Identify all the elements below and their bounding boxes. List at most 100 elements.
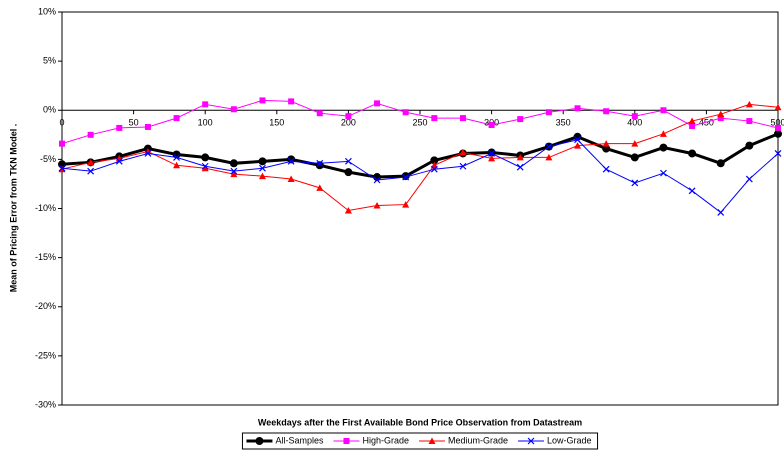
- marker: [87, 131, 94, 138]
- marker: [316, 159, 324, 167]
- marker: [201, 153, 210, 162]
- marker: [316, 110, 323, 117]
- marker: [230, 167, 238, 175]
- legend-item: Low-Grade: [518, 435, 592, 445]
- y-tick-label: -25%: [35, 350, 56, 360]
- marker: [488, 121, 495, 128]
- marker: [574, 142, 582, 149]
- y-tick-label: 10%: [38, 6, 56, 16]
- marker: [545, 153, 553, 161]
- marker: [259, 164, 266, 172]
- marker: [87, 167, 95, 175]
- series-line: [61, 99, 779, 145]
- marker: [602, 140, 610, 147]
- legend: All-Samples High-Grade Medium-Grade Low-Gra…: [241, 432, 599, 450]
- marker: [316, 184, 324, 191]
- marker: [287, 175, 295, 183]
- marker: [774, 129, 782, 138]
- marker: [230, 106, 237, 113]
- marker: [201, 164, 209, 172]
- marker: [258, 172, 266, 180]
- marker: [230, 170, 238, 178]
- x-tick-label: 400: [627, 118, 642, 128]
- marker: [144, 123, 151, 130]
- marker: [574, 105, 581, 112]
- marker: [545, 109, 552, 116]
- legend-label: All-Samples: [275, 435, 324, 445]
- marker: [716, 159, 725, 168]
- marker: [115, 157, 123, 165]
- marker: [689, 122, 696, 129]
- y-tick-label: -5%: [40, 154, 56, 164]
- marker: [173, 115, 180, 122]
- marker: [745, 175, 753, 183]
- marker: [659, 130, 667, 137]
- marker: [688, 187, 696, 195]
- y-axis-title: Mean of Pricing Error from TKN Model .: [8, 124, 18, 293]
- marker: [58, 164, 66, 172]
- marker: [717, 110, 725, 118]
- y-tick-label: -10%: [35, 203, 56, 213]
- legend-label: High-Grade: [362, 435, 409, 445]
- legend-item: Medium-Grade: [418, 435, 508, 445]
- marker: [402, 109, 409, 116]
- marker: [660, 169, 667, 177]
- marker: [201, 162, 209, 170]
- marker: [288, 98, 295, 105]
- legend-label: Medium-Grade: [448, 435, 508, 445]
- marker: [259, 97, 266, 104]
- marker: [344, 206, 352, 214]
- marker: [631, 140, 639, 147]
- marker: [173, 161, 181, 169]
- marker: [488, 150, 496, 157]
- marker: [431, 115, 438, 122]
- legend-marker: [527, 437, 535, 445]
- marker: [229, 159, 238, 168]
- legend-marker: [428, 437, 436, 444]
- y-tick-label: -30%: [35, 399, 56, 409]
- marker: [402, 173, 410, 181]
- marker: [287, 157, 295, 165]
- marker: [87, 158, 95, 166]
- series-line: [61, 103, 779, 211]
- marker: [373, 176, 381, 184]
- x-tick-label: 150: [269, 118, 284, 128]
- marker: [258, 157, 267, 166]
- legend-item: All-Samples: [246, 435, 324, 445]
- marker: [402, 201, 410, 208]
- marker: [173, 153, 180, 161]
- legend-marker: [343, 438, 350, 444]
- x-tick-label: 350: [556, 118, 571, 128]
- marker: [659, 143, 668, 152]
- marker: [517, 116, 524, 123]
- marker: [631, 113, 638, 120]
- series-line: [61, 132, 779, 179]
- legend-marker: [255, 437, 264, 445]
- marker: [459, 162, 467, 170]
- marker: [603, 108, 610, 115]
- marker: [688, 149, 697, 158]
- x-tick-label: 0: [59, 118, 64, 128]
- marker: [516, 153, 524, 161]
- marker: [459, 148, 467, 156]
- marker: [344, 157, 352, 165]
- series-line: [61, 139, 779, 214]
- marker: [459, 115, 466, 122]
- marker: [774, 150, 782, 157]
- marker: [430, 165, 438, 173]
- y-tick-label: 0%: [43, 105, 56, 115]
- x-tick-label: 100: [198, 118, 213, 128]
- marker: [631, 179, 639, 187]
- marker: [144, 148, 152, 155]
- x-tick-label: 50: [129, 118, 139, 128]
- marker: [775, 124, 781, 131]
- x-tick-label: 450: [699, 118, 714, 128]
- marker: [746, 118, 753, 125]
- y-tick-label: 5%: [43, 56, 56, 66]
- legend-item: High-Grade: [333, 435, 409, 445]
- y-tick-label: -15%: [35, 252, 56, 262]
- marker: [59, 140, 65, 147]
- marker: [374, 100, 381, 107]
- marker: [373, 202, 381, 209]
